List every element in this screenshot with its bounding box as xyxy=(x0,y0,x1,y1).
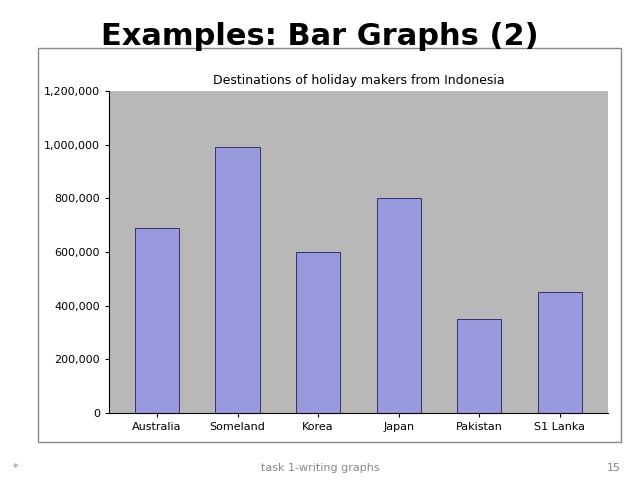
Text: task 1-writing graphs: task 1-writing graphs xyxy=(260,463,380,473)
Title: Destinations of holiday makers from Indonesia: Destinations of holiday makers from Indo… xyxy=(212,74,504,87)
Bar xyxy=(538,292,582,413)
Text: 15: 15 xyxy=(607,463,621,473)
Bar xyxy=(296,252,340,413)
Text: Examples: Bar Graphs (2): Examples: Bar Graphs (2) xyxy=(101,22,539,50)
Text: *: * xyxy=(13,463,19,473)
Bar xyxy=(376,198,421,413)
Bar xyxy=(457,319,501,413)
Bar xyxy=(216,147,260,413)
Bar xyxy=(135,228,179,413)
